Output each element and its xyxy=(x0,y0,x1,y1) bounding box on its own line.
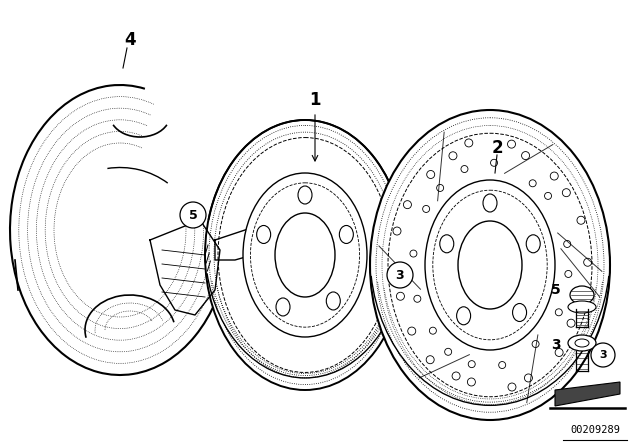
Text: 00209289: 00209289 xyxy=(570,425,620,435)
Ellipse shape xyxy=(339,225,353,243)
Text: 1: 1 xyxy=(309,91,321,109)
Text: 2: 2 xyxy=(491,139,503,157)
Ellipse shape xyxy=(440,235,454,253)
Ellipse shape xyxy=(276,298,290,316)
Text: 5: 5 xyxy=(551,283,561,297)
Ellipse shape xyxy=(483,194,497,212)
Circle shape xyxy=(180,202,206,228)
Ellipse shape xyxy=(326,292,340,310)
Ellipse shape xyxy=(458,221,522,309)
Text: 5: 5 xyxy=(189,208,197,221)
Ellipse shape xyxy=(526,235,540,253)
Polygon shape xyxy=(555,382,620,406)
Ellipse shape xyxy=(298,186,312,204)
Ellipse shape xyxy=(568,301,596,313)
Ellipse shape xyxy=(275,213,335,297)
Ellipse shape xyxy=(568,335,596,351)
Ellipse shape xyxy=(570,286,594,304)
Text: 3: 3 xyxy=(599,350,607,360)
Text: 3: 3 xyxy=(551,338,561,352)
Circle shape xyxy=(591,343,615,367)
Ellipse shape xyxy=(243,173,367,337)
Ellipse shape xyxy=(370,110,610,420)
Ellipse shape xyxy=(425,180,555,350)
Ellipse shape xyxy=(456,307,470,325)
Ellipse shape xyxy=(257,225,271,243)
Ellipse shape xyxy=(513,303,527,322)
Text: 3: 3 xyxy=(396,268,404,281)
Circle shape xyxy=(387,262,413,288)
Ellipse shape xyxy=(205,120,405,390)
Text: 4: 4 xyxy=(124,31,136,49)
